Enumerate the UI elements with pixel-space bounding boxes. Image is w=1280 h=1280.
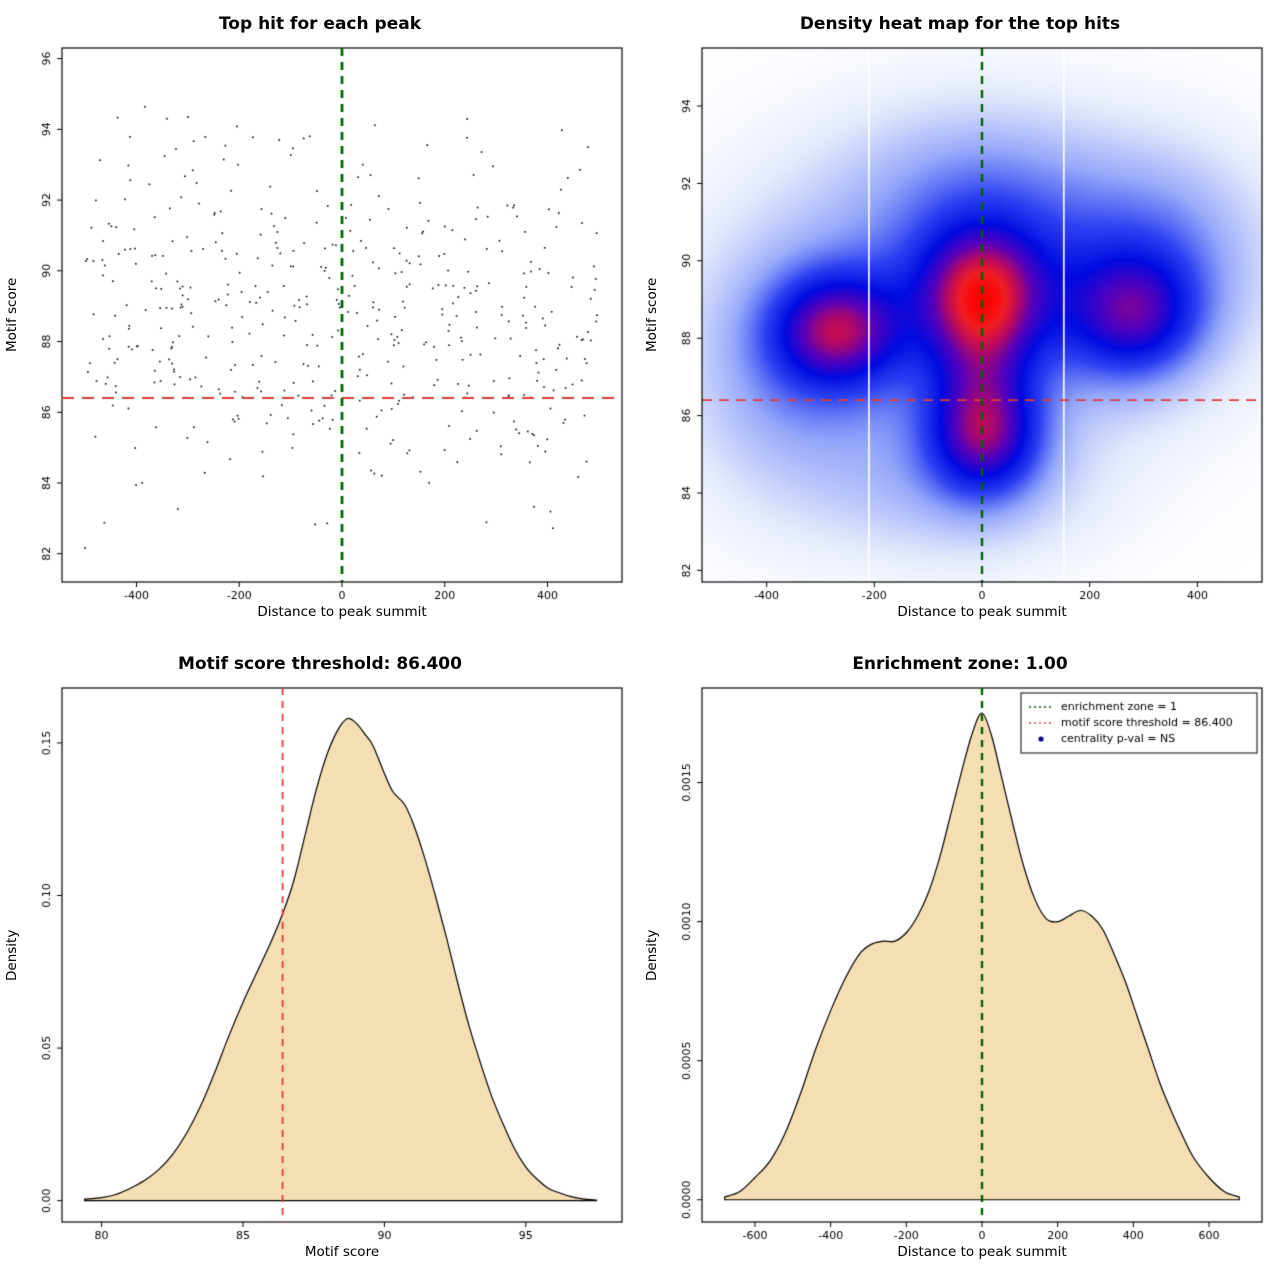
scatter-title: Top hit for each peak [218, 14, 422, 34]
panel-motif-score-density: Motif score threshold: 86.400 Motif scor… [0, 640, 640, 1280]
score-density-title: Motif score threshold: 86.400 [178, 654, 462, 674]
heatmap-ylabel: Motif score [644, 277, 660, 353]
scatter-xlabel: Distance to peak summit [257, 604, 427, 620]
distance-density-title: Enrichment zone: 1.00 [852, 654, 1068, 674]
score-density-ylabel: Density [4, 929, 20, 981]
score-density-xlabel: Motif score [304, 1244, 380, 1260]
panel-enrichment-zone-density: Enrichment zone: 1.00 Distance to peak s… [640, 640, 1280, 1280]
heatmap-title: Density heat map for the top hits [799, 14, 1121, 34]
panel-top-hit-scatter: Top hit for each peak Distance to peak s… [0, 0, 640, 640]
heatmap-xlabel: Distance to peak summit [897, 604, 1067, 620]
score-density-canvas [0, 640, 640, 1280]
distance-density-canvas [640, 640, 1280, 1280]
scatter-ylabel: Motif score [4, 277, 20, 353]
heatmap-plot-canvas [640, 0, 1280, 640]
scatter-plot-canvas [0, 0, 640, 640]
panel-density-heatmap: Density heat map for the top hits Distan… [640, 0, 1280, 640]
distance-density-ylabel: Density [644, 929, 660, 981]
distance-density-xlabel: Distance to peak summit [897, 1244, 1067, 1260]
